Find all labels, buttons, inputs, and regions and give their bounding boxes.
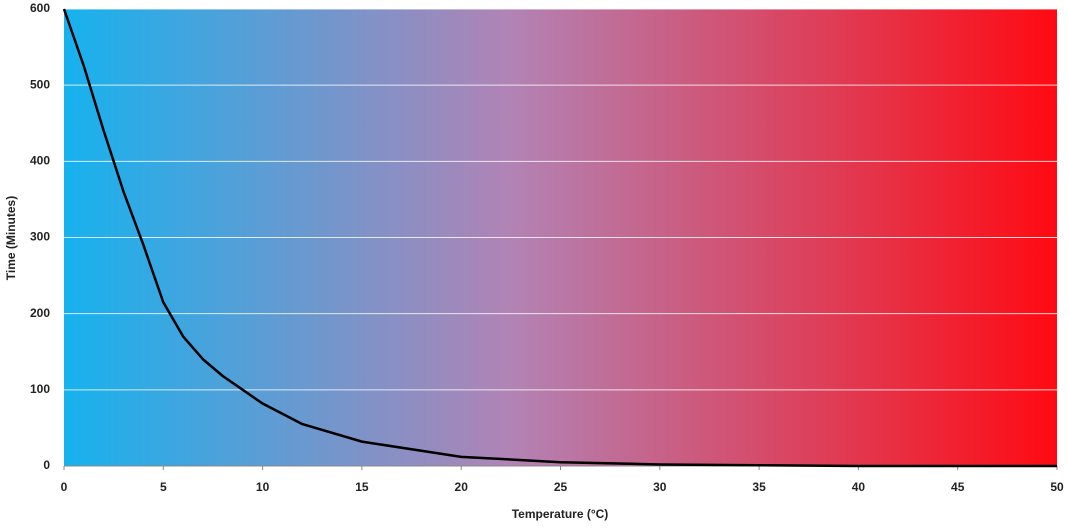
x-tick-label: 5 bbox=[160, 480, 167, 494]
x-axis-title: Temperature (°C) bbox=[512, 507, 609, 521]
y-tick-label: 200 bbox=[30, 306, 50, 320]
x-tick-label: 40 bbox=[852, 480, 866, 494]
x-tick-label: 25 bbox=[554, 480, 568, 494]
y-tick-label: 100 bbox=[30, 382, 50, 396]
x-tick-label: 30 bbox=[653, 480, 667, 494]
y-tick-label: 600 bbox=[30, 1, 50, 15]
x-tick-label: 50 bbox=[1050, 480, 1064, 494]
data-line bbox=[62, 8, 1057, 468]
x-tick-label: 35 bbox=[752, 480, 766, 494]
y-tick-label: 500 bbox=[30, 77, 50, 91]
x-tick-label: 10 bbox=[256, 480, 270, 494]
x-tick-label: 45 bbox=[951, 480, 965, 494]
y-tick-label: 300 bbox=[30, 230, 50, 244]
x-tick-label: 15 bbox=[355, 480, 369, 494]
y-tick-label: 400 bbox=[30, 154, 50, 168]
y-axis-title: Time (Minutes) bbox=[4, 196, 18, 280]
x-tick-label: 0 bbox=[61, 480, 68, 494]
x-tick-label: 20 bbox=[455, 480, 469, 494]
y-tick-label: 0 bbox=[43, 458, 50, 472]
